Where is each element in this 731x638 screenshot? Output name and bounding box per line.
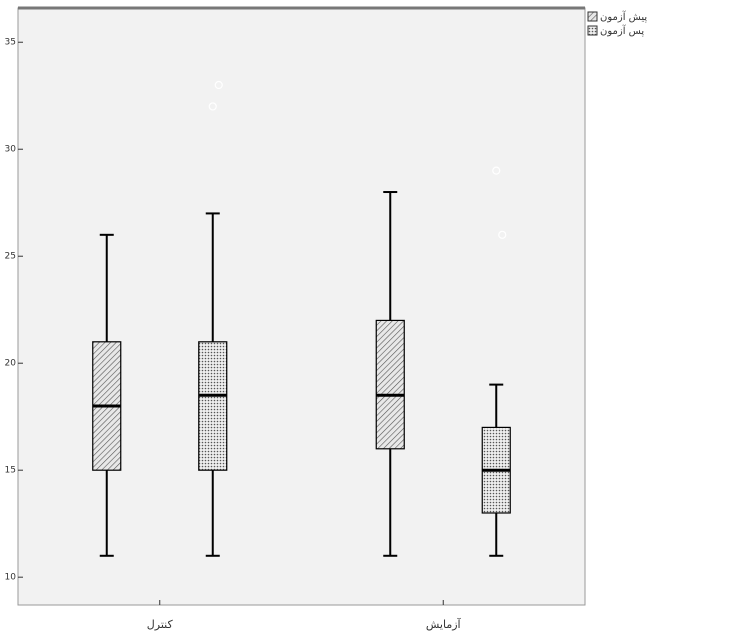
box: [198, 341, 228, 471]
y-tick-label: 25: [5, 252, 16, 262]
outlier: [498, 230, 507, 239]
outlier: [492, 166, 501, 175]
plot-area: [17, 7, 586, 606]
y-tick-label: 20: [5, 359, 17, 369]
x-tick-label: آزمایش: [426, 617, 462, 631]
y-tick-label: 10: [5, 573, 17, 583]
y-tick-label: 15: [5, 466, 16, 476]
y-tick-label: 35: [5, 38, 16, 48]
outlier: [208, 102, 217, 111]
legend-swatch: [587, 25, 598, 36]
box: [375, 319, 405, 450]
y-tick-label: 30: [5, 145, 17, 155]
legend-swatch: [587, 11, 598, 22]
outlier: [214, 80, 223, 90]
legend-label: پس آزمون: [600, 24, 644, 37]
legend-label: پیش آزمون: [600, 10, 647, 23]
x-tick-label: کنترل: [147, 618, 174, 631]
